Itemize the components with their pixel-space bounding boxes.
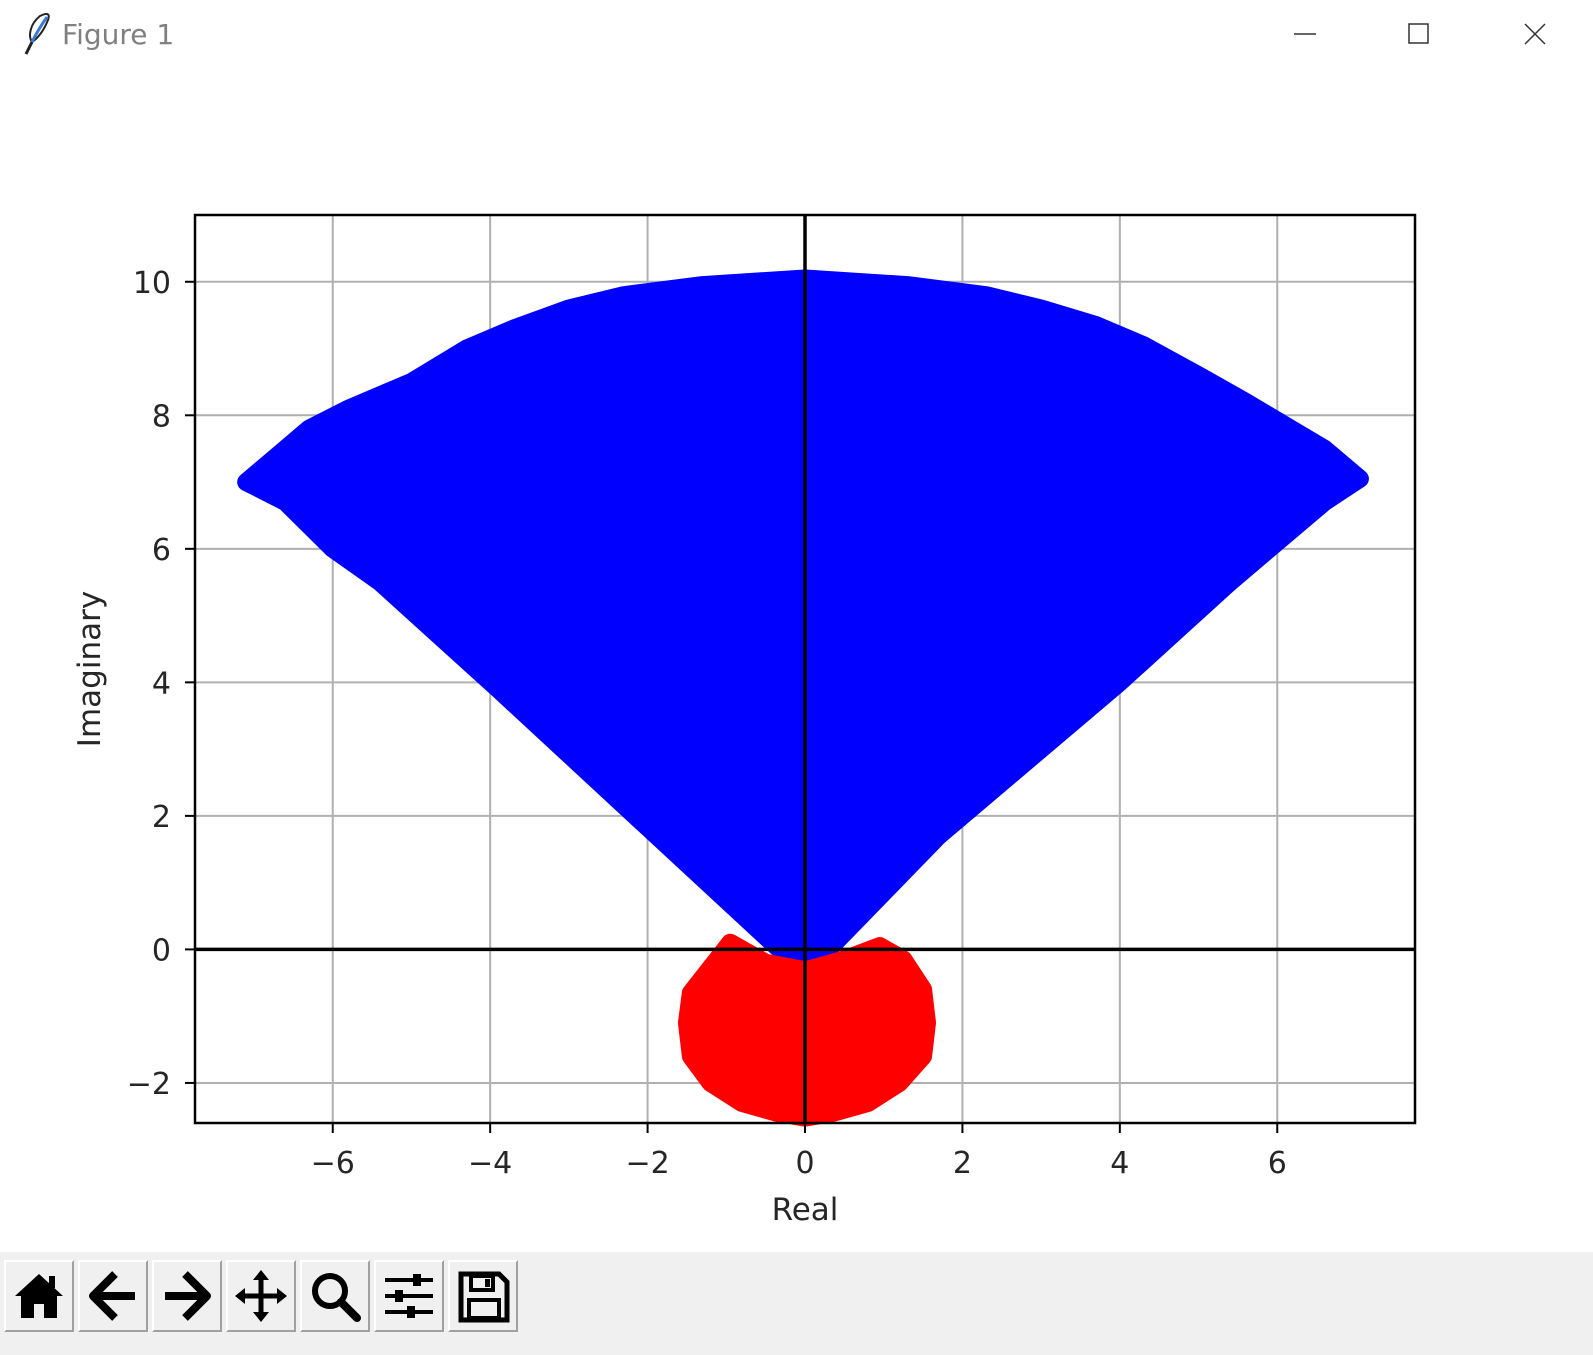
reference-lines — [195, 215, 1415, 1123]
y-tick-label: 4 — [152, 666, 171, 701]
series-layer — [237, 269, 1369, 1127]
y-tick-label: 8 — [152, 399, 171, 434]
x-tick-label: −6 — [311, 1146, 355, 1181]
y-tick-label: 2 — [152, 800, 171, 835]
x-tick-label: −4 — [468, 1146, 512, 1181]
x-tick-label: 4 — [1110, 1146, 1129, 1181]
x-tick-labels: −6 −4 −2 0 2 4 6 — [311, 1146, 1287, 1181]
save-floppy-icon — [458, 1271, 510, 1323]
maximize-icon — [1408, 23, 1429, 44]
home-icon — [15, 1274, 63, 1318]
y-tick-label: 6 — [152, 533, 171, 568]
y-tick-label: 10 — [133, 266, 171, 301]
feather-icon — [22, 12, 52, 56]
maximize-button[interactable] — [1364, 0, 1474, 68]
close-button[interactable] — [1480, 0, 1590, 68]
tick-marks — [185, 280, 1279, 1133]
zoom-button[interactable] — [300, 1260, 370, 1332]
window-title-bar: Figure 1 — [0, 0, 1593, 72]
zoom-magnifier-icon — [312, 1273, 361, 1322]
forward-button[interactable] — [152, 1260, 222, 1332]
configure-subplots-button[interactable] — [374, 1260, 444, 1332]
figure-canvas[interactable]: −6 −4 −2 0 2 4 6 −2 0 2 4 6 8 10 Real Imaginary — [0, 72, 1593, 1252]
y-tick-label: −2 — [127, 1067, 171, 1102]
back-arrow-icon — [89, 1271, 135, 1321]
minimize-icon — [1294, 33, 1316, 35]
scatter-series-2 — [677, 933, 936, 1127]
close-icon — [1524, 23, 1546, 45]
x-tick-label: −2 — [625, 1146, 669, 1181]
window-title: Figure 1 — [62, 18, 175, 51]
x-tick-label: 6 — [1268, 1146, 1287, 1181]
y-tick-labels: −2 0 2 4 6 8 10 — [127, 266, 171, 1102]
minimize-button[interactable] — [1250, 0, 1360, 68]
y-axis-label: Imaginary — [72, 591, 108, 747]
x-tick-label: 0 — [795, 1146, 814, 1181]
scatter-chart: −6 −4 −2 0 2 4 6 −2 0 2 4 6 8 10 Real Imaginary — [72, 213, 1417, 1228]
pan-button[interactable] — [226, 1260, 296, 1332]
configure-subplots-icon — [385, 1274, 433, 1318]
x-axis-label: Real — [772, 1192, 839, 1228]
scatter-series-1 — [237, 269, 1369, 979]
pan-move-icon — [235, 1270, 287, 1322]
back-button[interactable] — [78, 1260, 148, 1332]
navigation-toolbar — [0, 1252, 1593, 1355]
save-button[interactable] — [448, 1260, 518, 1332]
home-button[interactable] — [4, 1260, 74, 1332]
y-tick-label: 0 — [152, 933, 171, 968]
x-tick-label: 2 — [953, 1146, 972, 1181]
forward-arrow-icon — [165, 1271, 211, 1321]
